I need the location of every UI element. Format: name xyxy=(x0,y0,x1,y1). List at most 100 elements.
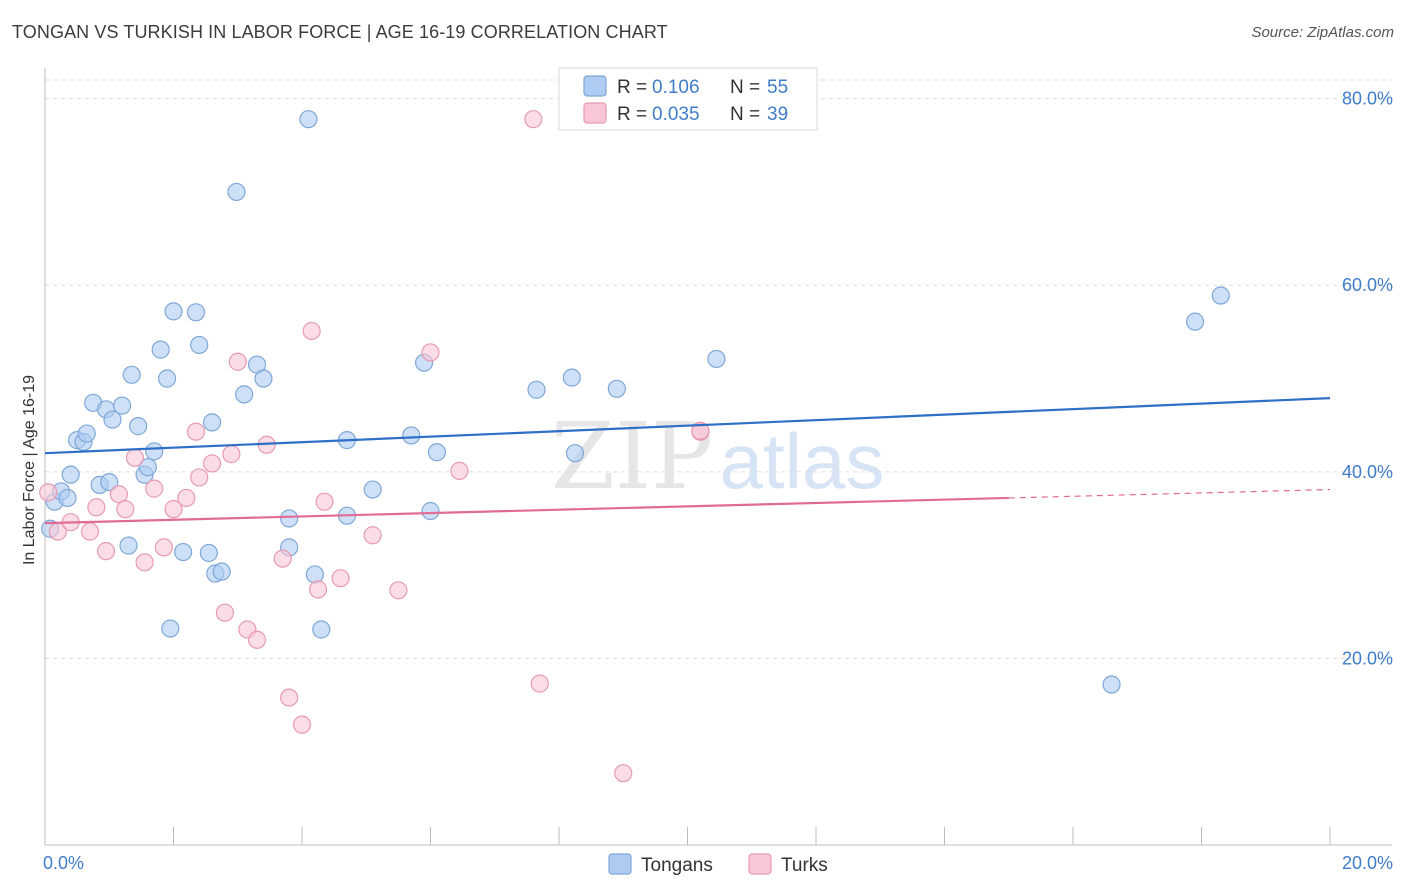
stats-legend-swatch-tongans xyxy=(583,75,607,97)
point-tongans-34 xyxy=(254,369,273,388)
series-turks xyxy=(39,110,710,783)
point-tongans-30 xyxy=(212,562,231,581)
point-tongans-21 xyxy=(157,369,177,388)
source-label: Source: ZipAtlas.com xyxy=(1251,24,1394,41)
point-turks-8 xyxy=(125,448,145,467)
point-tongans-23 xyxy=(164,302,183,321)
x-tick-label-1: 20.0% xyxy=(1342,853,1393,873)
stats-legend-swatch-turks xyxy=(583,102,607,124)
point-turks-24 xyxy=(280,688,299,707)
point-turks-17 xyxy=(215,603,234,622)
point-turks-36 xyxy=(614,764,633,783)
legend-label-turks: Turks xyxy=(781,855,828,876)
point-turks-31 xyxy=(389,581,408,600)
trend-lines xyxy=(44,397,1331,525)
stats-n-label-tongans: N = xyxy=(730,77,760,98)
point-tongans-35 xyxy=(280,509,299,528)
stats-r-label-turks: R = xyxy=(617,104,647,125)
point-tongans-25 xyxy=(186,303,206,322)
y-tick-label-60: 60.0% xyxy=(1342,275,1393,295)
point-turks-7 xyxy=(116,500,135,519)
point-turks-13 xyxy=(177,488,196,508)
point-turks-35 xyxy=(530,674,549,693)
point-tongans-27 xyxy=(199,543,218,563)
point-turks-38 xyxy=(691,421,710,440)
legend-swatch-tongans xyxy=(608,853,632,875)
point-tongans-22 xyxy=(161,619,180,638)
point-turks-11 xyxy=(154,538,173,557)
point-turks-32 xyxy=(421,343,440,362)
point-tongans-4 xyxy=(61,465,80,484)
stats-n-value-tongans: 55 xyxy=(767,77,788,98)
point-turks-25 xyxy=(292,715,312,734)
point-tongans-50 xyxy=(607,379,626,398)
point-tongans-32 xyxy=(235,385,254,404)
point-tongans-48 xyxy=(562,368,581,387)
point-turks-16 xyxy=(202,454,222,473)
watermark-atlas: atlas xyxy=(720,417,885,505)
trend-line-tongans xyxy=(44,397,1331,455)
x-tick-labels: 0.0% 20.0% xyxy=(43,853,1393,873)
point-tongans-26 xyxy=(190,335,209,355)
y-tick-label-80: 80.0% xyxy=(1342,89,1393,109)
point-turks-26 xyxy=(302,321,321,341)
point-tongans-54 xyxy=(1211,286,1230,305)
point-tongans-12 xyxy=(103,410,122,429)
point-tongans-11 xyxy=(100,472,119,492)
point-tongans-39 xyxy=(312,620,331,639)
point-tongans-46 xyxy=(427,443,447,462)
point-turks-12 xyxy=(164,500,183,519)
stats-legend: R = 0.106 N = 55 R = 0.035 N = 39 xyxy=(558,67,818,131)
point-turks-5 xyxy=(96,542,116,561)
stats-n-label-turks: N = xyxy=(730,104,760,125)
series-tongans xyxy=(41,110,1230,694)
point-tongans-49 xyxy=(565,444,585,463)
point-tongans-47 xyxy=(527,380,546,399)
point-turks-3 xyxy=(80,522,100,541)
point-tongans-24 xyxy=(174,542,193,562)
stats-r-value-turks: 0.035 xyxy=(652,104,700,125)
point-turks-4 xyxy=(87,498,106,517)
legend-swatch-turks xyxy=(748,853,772,875)
y-axis-label: In Labor Force | Age 16-19 xyxy=(21,375,38,565)
point-tongans-15 xyxy=(122,365,141,384)
point-tongans-3 xyxy=(58,488,77,508)
point-turks-18 xyxy=(222,445,241,464)
point-tongans-45 xyxy=(421,501,440,521)
point-turks-33 xyxy=(450,461,469,480)
stats-r-label-tongans: R = xyxy=(617,77,647,98)
point-tongans-19 xyxy=(145,442,164,461)
point-tongans-42 xyxy=(363,480,382,499)
point-tongans-20 xyxy=(151,340,170,359)
point-tongans-52 xyxy=(1102,675,1121,694)
point-tongans-18 xyxy=(138,458,157,477)
point-turks-14 xyxy=(186,422,206,441)
trend-line-turks xyxy=(44,496,1009,525)
y-tick-label-20: 20.0% xyxy=(1342,648,1393,668)
point-turks-30 xyxy=(363,526,382,545)
point-tongans-14 xyxy=(119,536,138,555)
chart-title: TONGAN VS TURKISH IN LABOR FORCE | AGE 1… xyxy=(12,22,668,42)
stats-n-value-turks: 39 xyxy=(767,104,788,125)
point-turks-10 xyxy=(145,479,164,498)
x-tick-label-0: 0.0% xyxy=(43,853,84,873)
point-turks-9 xyxy=(135,553,154,572)
point-turks-27 xyxy=(308,580,328,599)
point-turks-29 xyxy=(331,569,350,588)
trend-line-extension-turks xyxy=(1008,488,1331,499)
point-tongans-28 xyxy=(202,413,222,432)
point-tongans-43 xyxy=(402,426,421,445)
stats-r-value-tongans: 0.106 xyxy=(652,77,700,98)
y-tick-label-40: 40.0% xyxy=(1342,462,1393,482)
point-turks-21 xyxy=(247,630,267,649)
point-tongans-38 xyxy=(305,565,324,584)
point-tongans-51 xyxy=(707,349,726,369)
y-tick-labels: 20.0% 40.0% 60.0% 80.0% xyxy=(1342,89,1393,669)
point-turks-0 xyxy=(39,483,58,502)
point-tongans-7 xyxy=(77,424,96,443)
point-tongans-53 xyxy=(1185,312,1205,331)
point-turks-23 xyxy=(273,549,292,568)
legend-label-tongans: Tongans xyxy=(641,855,713,876)
point-tongans-31 xyxy=(227,182,246,202)
